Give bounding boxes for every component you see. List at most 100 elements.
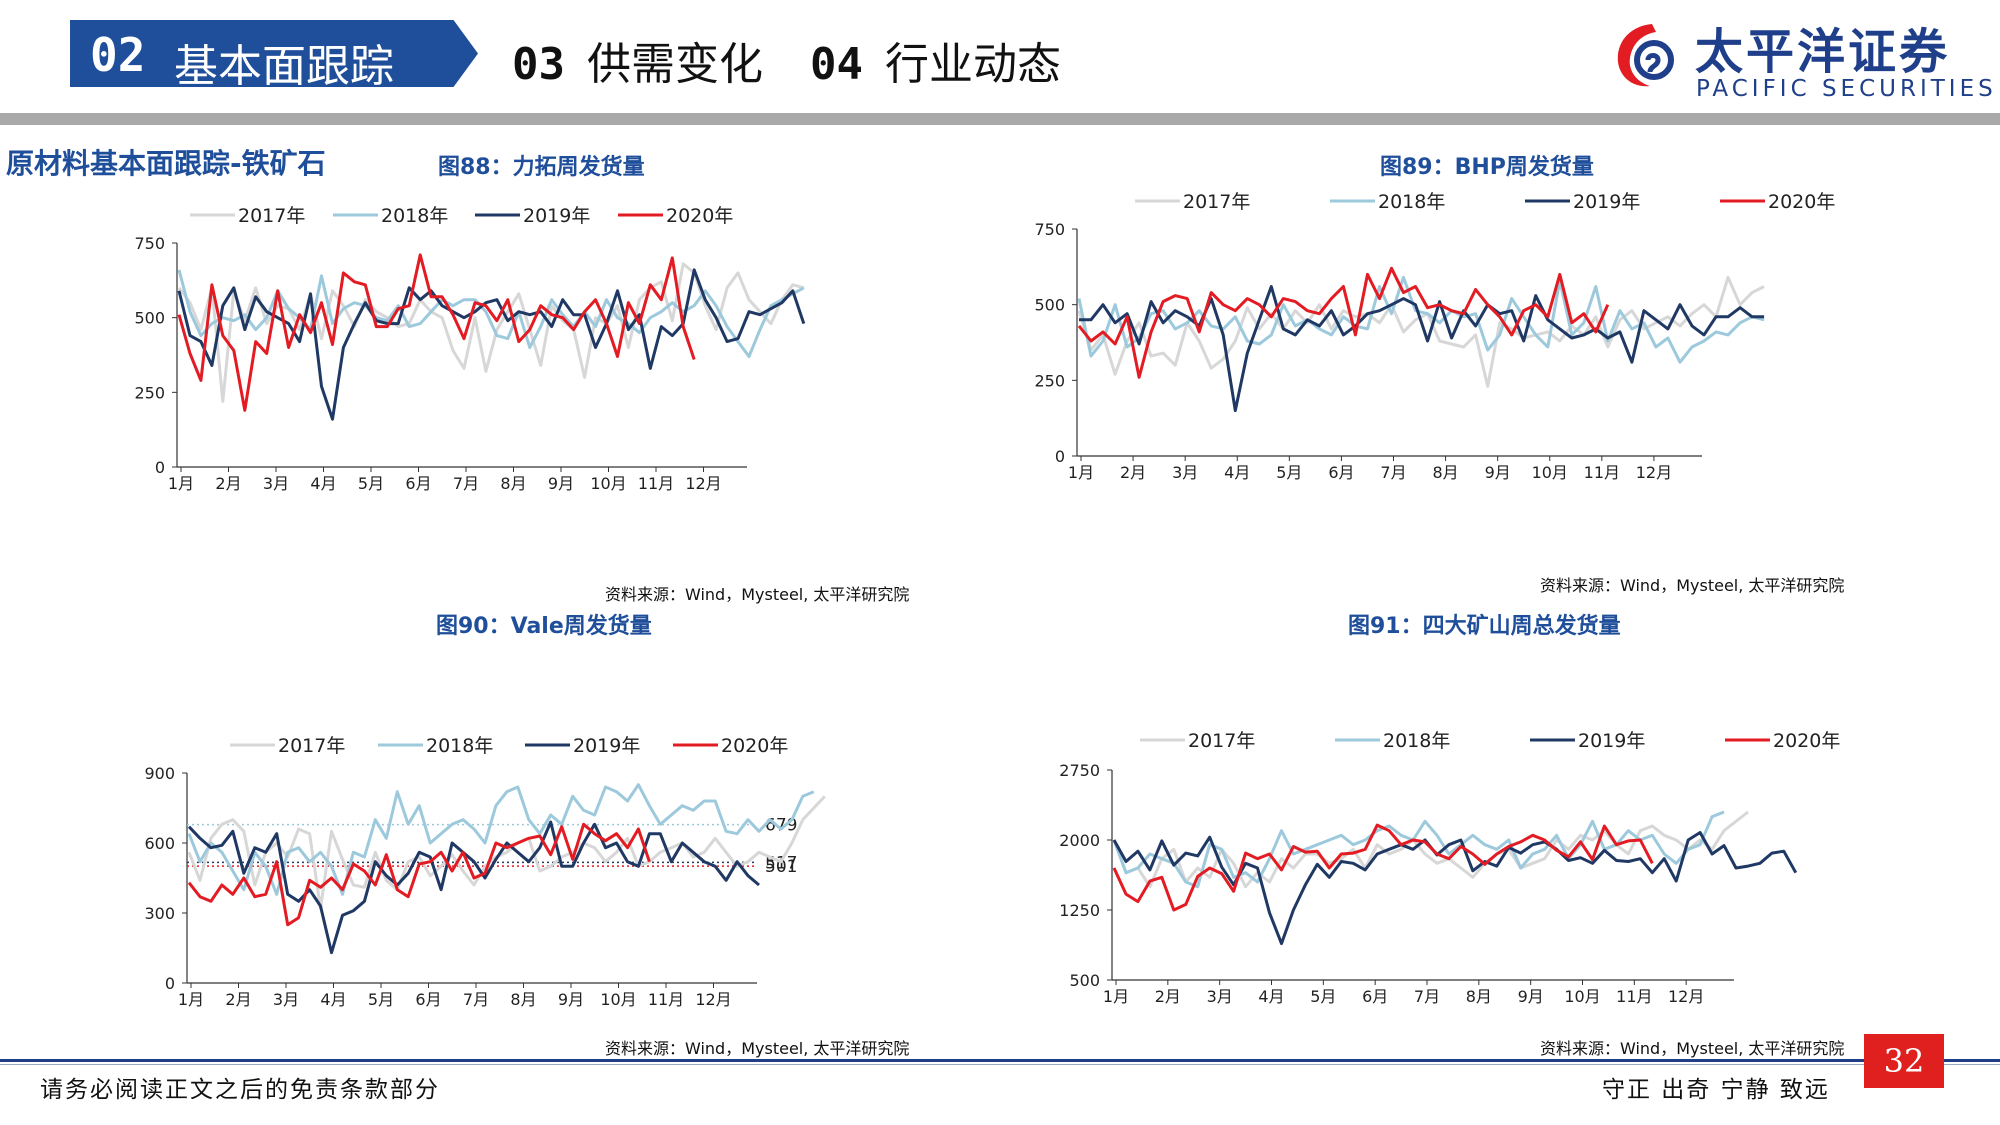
y-tick-label: 300 [144,904,175,923]
x-tick-label: 10月 [1564,987,1600,1006]
tab-label: 供需变化 [586,39,763,90]
x-tick-label: 4月 [1258,987,1284,1006]
legend-label: 2017年 [1183,191,1250,213]
nav-tab-industry-news[interactable]: 04 行业动态 [810,28,1061,92]
legend-item: 2019年 [475,205,590,227]
legend-item: 2019年 [1525,191,1640,213]
x-tick-label: 12月 [1636,463,1672,482]
series-line [1112,810,1725,889]
series-line [187,795,826,910]
footer-divider-thin [0,1064,2000,1065]
legend-label: 2020年 [1773,730,1840,752]
legend-item: 2017年 [1140,730,1255,752]
tab-number: 04 [810,39,863,90]
source-note: 资料来源：Wind，Mysteel, 太平洋研究院 [1540,1039,1845,1058]
x-tick-label: 2月 [215,474,241,493]
x-tick-label: 11月 [1616,987,1652,1006]
tab-label: 行业动态 [884,39,1061,90]
company-name-en: PACIFIC SECURITIES [1696,76,1997,102]
tab-label: 基本面跟踪 [174,41,394,92]
x-tick-label: 4月 [310,474,336,493]
legend-item: 2018年 [378,735,493,757]
legend-label: 2017年 [1188,730,1255,752]
legend-item: 2020年 [618,205,733,227]
figure-90-title: 图90：Vale周发货量 [436,614,652,639]
chart-vale-weekly-shipments: 2017年 2018年 2019年 2020年 0 300 600 900 1月 2月 3月 4月 5月… [144,735,826,1009]
reference-label: 501 [765,857,797,877]
series-line [177,262,805,403]
x-tick-label: 2月 [1155,987,1181,1006]
y-tick-label: 250 [134,383,165,402]
nav-tab-supply-demand[interactable]: 03 供需变化 [512,28,763,92]
series-line [1112,823,1654,912]
x-tick-label: 9月 [548,474,574,493]
series-line [187,820,760,955]
x-tick-label: 5月 [1310,987,1336,1006]
nav-tab-fundamentals[interactable]: 02 基本面跟踪 [70,20,478,87]
legend-item: 2017年 [1135,191,1250,213]
legend-item: 2020年 [673,735,788,757]
x-tick-label: 12月 [685,474,721,493]
x-tick-label: 5月 [1276,463,1302,482]
legend-item: 2019年 [1530,730,1645,752]
x-tick-label: 11月 [648,990,684,1009]
x-tick-label: 9月 [1518,987,1544,1006]
x-tick-label: 7月 [1414,987,1440,1006]
legend-label: 2018年 [426,735,493,757]
chart-big-four-weekly-shipments: 2017年 2018年 2019年 2020年 500 1250 2000 2750 1月 2月 3… [1059,730,1840,1006]
section-title: 原材料基本面跟踪-铁矿石 [6,147,326,180]
x-tick-label: 12月 [695,990,731,1009]
header-divider [0,113,2000,125]
y-tick-label: 0 [155,458,165,477]
y-tick-label: 900 [144,764,175,783]
footer-divider [0,1059,2000,1062]
chart-bhp-weekly-shipments: 2017年 2018年 2019年 2020年 0 250 500 750 1月 2月 3月 4月 5月… [1034,191,1835,482]
y-tick-label: 0 [165,974,175,993]
y-tick-label: 2000 [1059,831,1100,850]
source-note: 资料来源：Wind，Mysteel, 太平洋研究院 [605,1039,910,1058]
x-tick-label: 1月 [1068,463,1094,482]
legend-label: 2017年 [278,735,345,757]
x-tick-label: 9月 [1485,463,1511,482]
y-tick-label: 500 [1069,971,1100,990]
x-tick-label: 8月 [1466,987,1492,1006]
x-tick-label: 10月 [600,990,636,1009]
x-tick-label: 5月 [358,474,384,493]
x-tick-label: 1月 [1103,987,1129,1006]
x-tick-label: 8月 [1432,463,1458,482]
legend-label: 2019年 [573,735,640,757]
legend-label: 2019年 [1578,730,1645,752]
legend-item: 2018年 [1335,730,1450,752]
y-tick-label: 250 [1034,371,1065,390]
legend-label: 2020年 [666,205,733,227]
series-line [187,783,815,896]
x-tick-label: 3月 [273,990,299,1009]
x-tick-label: 3月 [263,474,289,493]
x-tick-label: 9月 [558,990,584,1009]
series-line [1112,831,1798,946]
x-tick-label: 7月 [463,990,489,1009]
x-tick-label: 6月 [1328,463,1354,482]
x-tick-label: 3月 [1207,987,1233,1006]
y-tick-label: 750 [1034,220,1065,239]
x-tick-label: 11月 [638,474,674,493]
x-tick-label: 10月 [590,474,626,493]
legend-label: 2019年 [1573,191,1640,213]
company-name-cn: 太平洋证券 [1695,24,1951,80]
page-number: 32 [1864,1034,1944,1088]
x-tick-label: 2月 [1120,463,1146,482]
legend-item: 2018年 [1330,191,1445,213]
legend-item: 2017年 [190,205,305,227]
x-tick-label: 7月 [453,474,479,493]
y-tick-label: 1250 [1059,901,1100,920]
legend-item: 2019年 [525,735,640,757]
x-tick-label: 6月 [405,474,431,493]
series-line [187,822,651,927]
x-tick-label: 1月 [168,474,194,493]
x-tick-label: 4月 [1224,463,1250,482]
legend-label: 2020年 [1768,191,1835,213]
figure-89-title: 图89：BHP周发货量 [1380,155,1594,180]
x-tick-label: 5月 [368,990,394,1009]
x-tick-label: 7月 [1380,463,1406,482]
series-line [1079,285,1765,413]
